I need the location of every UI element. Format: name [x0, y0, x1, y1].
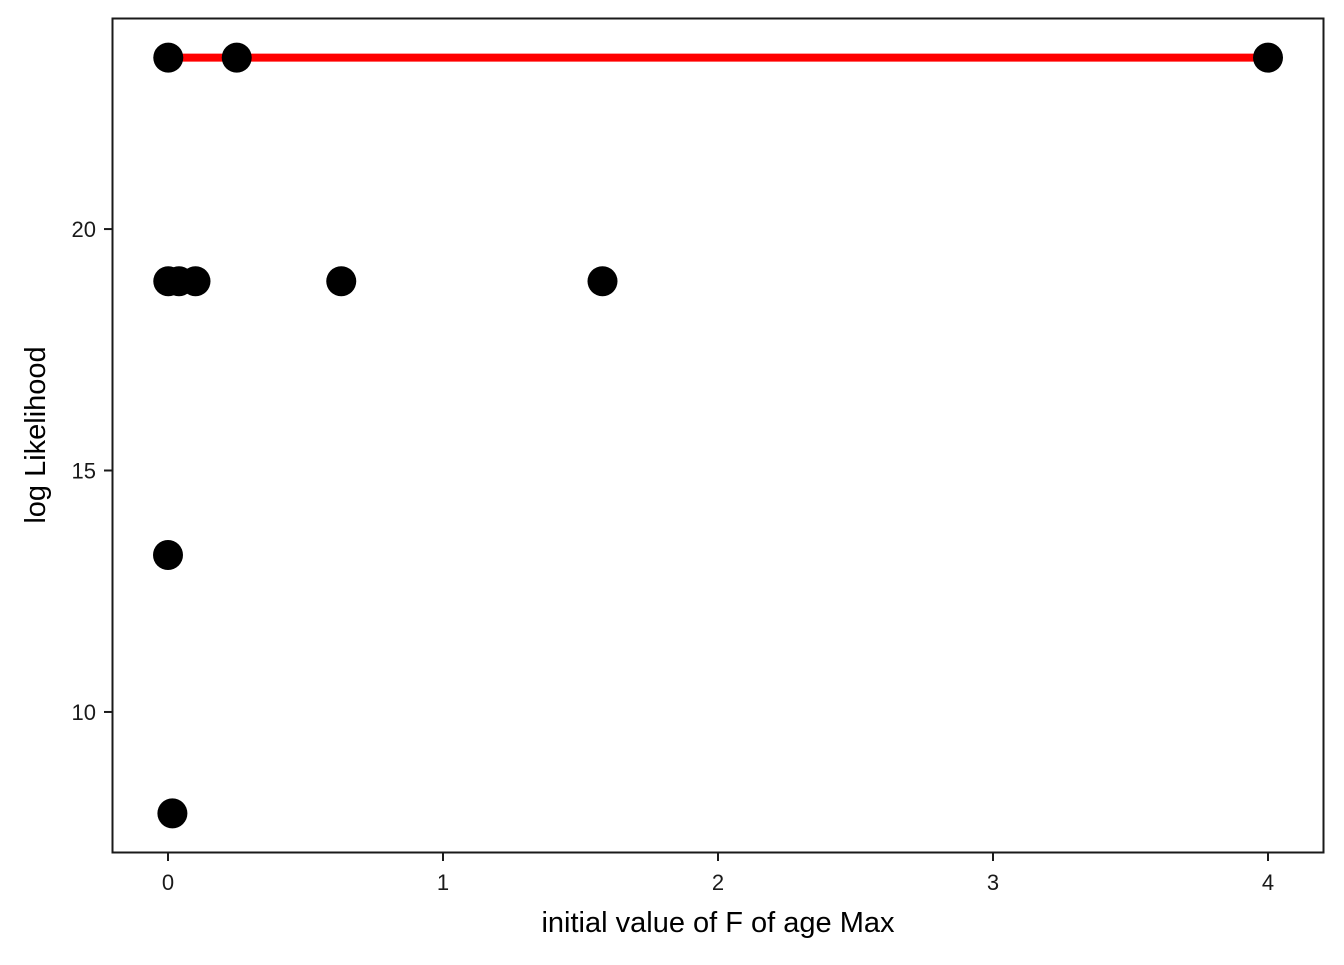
x-tick-label: 4	[1262, 870, 1274, 895]
y-axis: 10 15 20	[72, 217, 113, 725]
y-axis-title: log Likelihood	[20, 346, 52, 523]
x-tick-label: 2	[712, 870, 724, 895]
x-tick-label: 0	[162, 870, 174, 895]
data-point	[1253, 42, 1283, 73]
data-point	[221, 42, 252, 73]
data-point	[153, 42, 184, 73]
y-tick-label: 15	[72, 459, 96, 484]
points-layer	[153, 42, 1283, 829]
y-tick-label: 20	[72, 217, 96, 242]
x-axis: 0 1 2 3 4	[162, 852, 1274, 895]
data-point	[153, 540, 183, 571]
data-point	[587, 266, 618, 297]
data-point	[157, 798, 188, 829]
data-point	[180, 266, 211, 297]
x-axis-title: initial value of F of age Max	[541, 907, 895, 939]
panel-border	[111, 17, 1325, 854]
y-tick-label: 10	[72, 700, 96, 725]
x-tick-label: 1	[437, 870, 449, 895]
x-tick-label: 3	[987, 870, 999, 895]
data-point	[326, 266, 357, 297]
